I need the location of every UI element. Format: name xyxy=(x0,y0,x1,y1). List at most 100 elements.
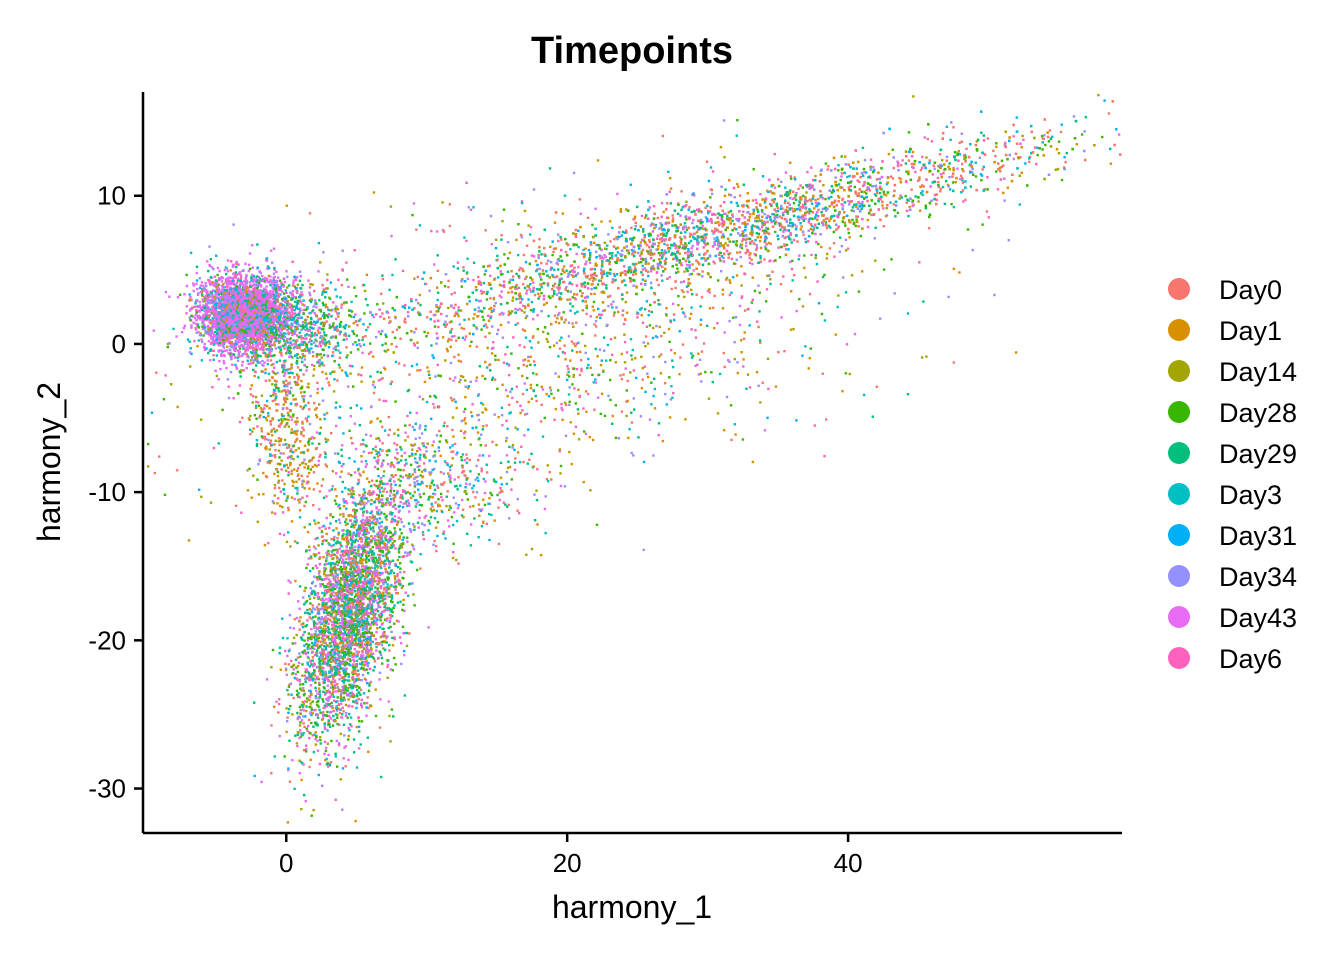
scatter-point xyxy=(329,599,332,602)
scatter-point xyxy=(214,303,217,307)
scatter-point xyxy=(240,318,244,321)
scatter-point xyxy=(337,707,341,711)
scatter-point xyxy=(355,663,359,666)
scatter-point xyxy=(241,306,245,309)
scatter-point xyxy=(250,278,253,281)
scatter-point xyxy=(312,808,315,812)
scatter-point xyxy=(245,352,248,356)
scatter-point xyxy=(190,326,193,329)
scatter-point xyxy=(256,292,259,295)
scatter-point xyxy=(231,320,234,323)
scatter-point xyxy=(255,280,258,284)
scatter-point xyxy=(217,283,220,286)
scatter-point xyxy=(289,704,292,708)
scatter-point xyxy=(283,319,287,322)
scatter-point xyxy=(324,343,327,346)
scatter-point xyxy=(242,287,246,290)
scatter-point xyxy=(250,341,254,344)
scatter-point xyxy=(310,814,313,817)
scatter-point xyxy=(333,535,336,539)
scatter-point xyxy=(396,461,399,465)
scatter-point xyxy=(255,296,258,299)
scatter-point xyxy=(235,266,238,269)
scatter-point xyxy=(271,294,274,298)
scatter-point xyxy=(319,738,322,742)
scatter-point xyxy=(205,284,208,288)
scatter-point xyxy=(341,618,344,621)
scatter-point xyxy=(189,347,192,350)
scatter-point xyxy=(252,346,255,349)
scatter-point xyxy=(190,324,193,327)
scatter-point xyxy=(301,625,305,629)
scatter-point xyxy=(304,670,307,674)
scatter-point xyxy=(308,286,312,289)
scatter-point xyxy=(318,570,321,573)
scatter-point xyxy=(212,284,215,287)
scatter-point xyxy=(367,635,370,639)
scatter-point xyxy=(335,645,339,648)
scatter-point xyxy=(282,332,286,335)
scatter-point xyxy=(356,324,359,327)
scatter-point xyxy=(306,729,309,732)
scatter-point xyxy=(230,306,233,309)
scatter-point xyxy=(357,650,361,654)
scatter-point xyxy=(208,281,211,284)
scatter-point xyxy=(255,301,258,304)
scatter-point xyxy=(273,282,276,285)
scatter-point xyxy=(206,292,209,295)
scatter-point xyxy=(333,360,336,363)
scatter-point xyxy=(357,697,360,701)
scatter-point xyxy=(342,607,345,610)
scatter-point xyxy=(241,284,245,287)
scatter-point xyxy=(254,333,258,336)
scatter-point xyxy=(212,313,215,316)
scatter-point xyxy=(209,308,212,311)
scatter-point xyxy=(235,294,238,297)
scatter-point xyxy=(277,329,280,332)
scatter-point xyxy=(219,302,222,306)
scatter-point xyxy=(322,348,325,352)
scatter-point xyxy=(219,296,223,299)
scatter-point xyxy=(282,344,285,347)
scatter-point xyxy=(192,284,195,287)
scatter-point xyxy=(276,311,279,314)
scatter-point xyxy=(222,312,225,315)
scatter-point xyxy=(232,292,235,295)
scatter-point xyxy=(256,314,259,317)
scatter-point xyxy=(313,341,316,344)
scatter-point xyxy=(209,258,212,261)
scatter-point xyxy=(277,276,280,279)
scatter-point xyxy=(300,340,304,343)
scatter-point xyxy=(227,282,231,285)
scatter-point xyxy=(224,281,227,284)
scatter-point xyxy=(248,296,251,299)
scatter-point xyxy=(195,282,198,286)
scatter-point xyxy=(299,343,303,346)
scatter-point xyxy=(277,295,280,298)
scatter-point xyxy=(168,342,171,345)
scatter-point xyxy=(318,361,321,365)
scatter-point xyxy=(195,308,198,312)
scatter-point xyxy=(228,299,232,302)
scatter-point xyxy=(276,326,279,329)
scatter-point xyxy=(206,308,209,312)
scatter-point xyxy=(269,299,272,302)
scatter-point xyxy=(229,370,233,374)
scatter-point xyxy=(264,310,267,313)
scatter-point xyxy=(392,489,396,493)
scatter-point xyxy=(350,315,353,318)
scatter-point xyxy=(194,313,198,316)
scatter-point xyxy=(284,289,287,292)
scatter-point xyxy=(330,550,333,553)
scatter-point xyxy=(315,333,318,337)
scatter-point xyxy=(189,307,192,311)
scatter-point xyxy=(208,308,211,312)
scatter-point xyxy=(260,324,264,327)
scatter-point xyxy=(283,305,287,309)
scatter-point xyxy=(346,599,349,602)
scatter-point xyxy=(229,283,232,286)
scatter-point xyxy=(311,323,314,326)
scatter-point xyxy=(229,286,232,290)
scatter-point xyxy=(383,618,387,621)
scatter-point xyxy=(301,352,304,356)
